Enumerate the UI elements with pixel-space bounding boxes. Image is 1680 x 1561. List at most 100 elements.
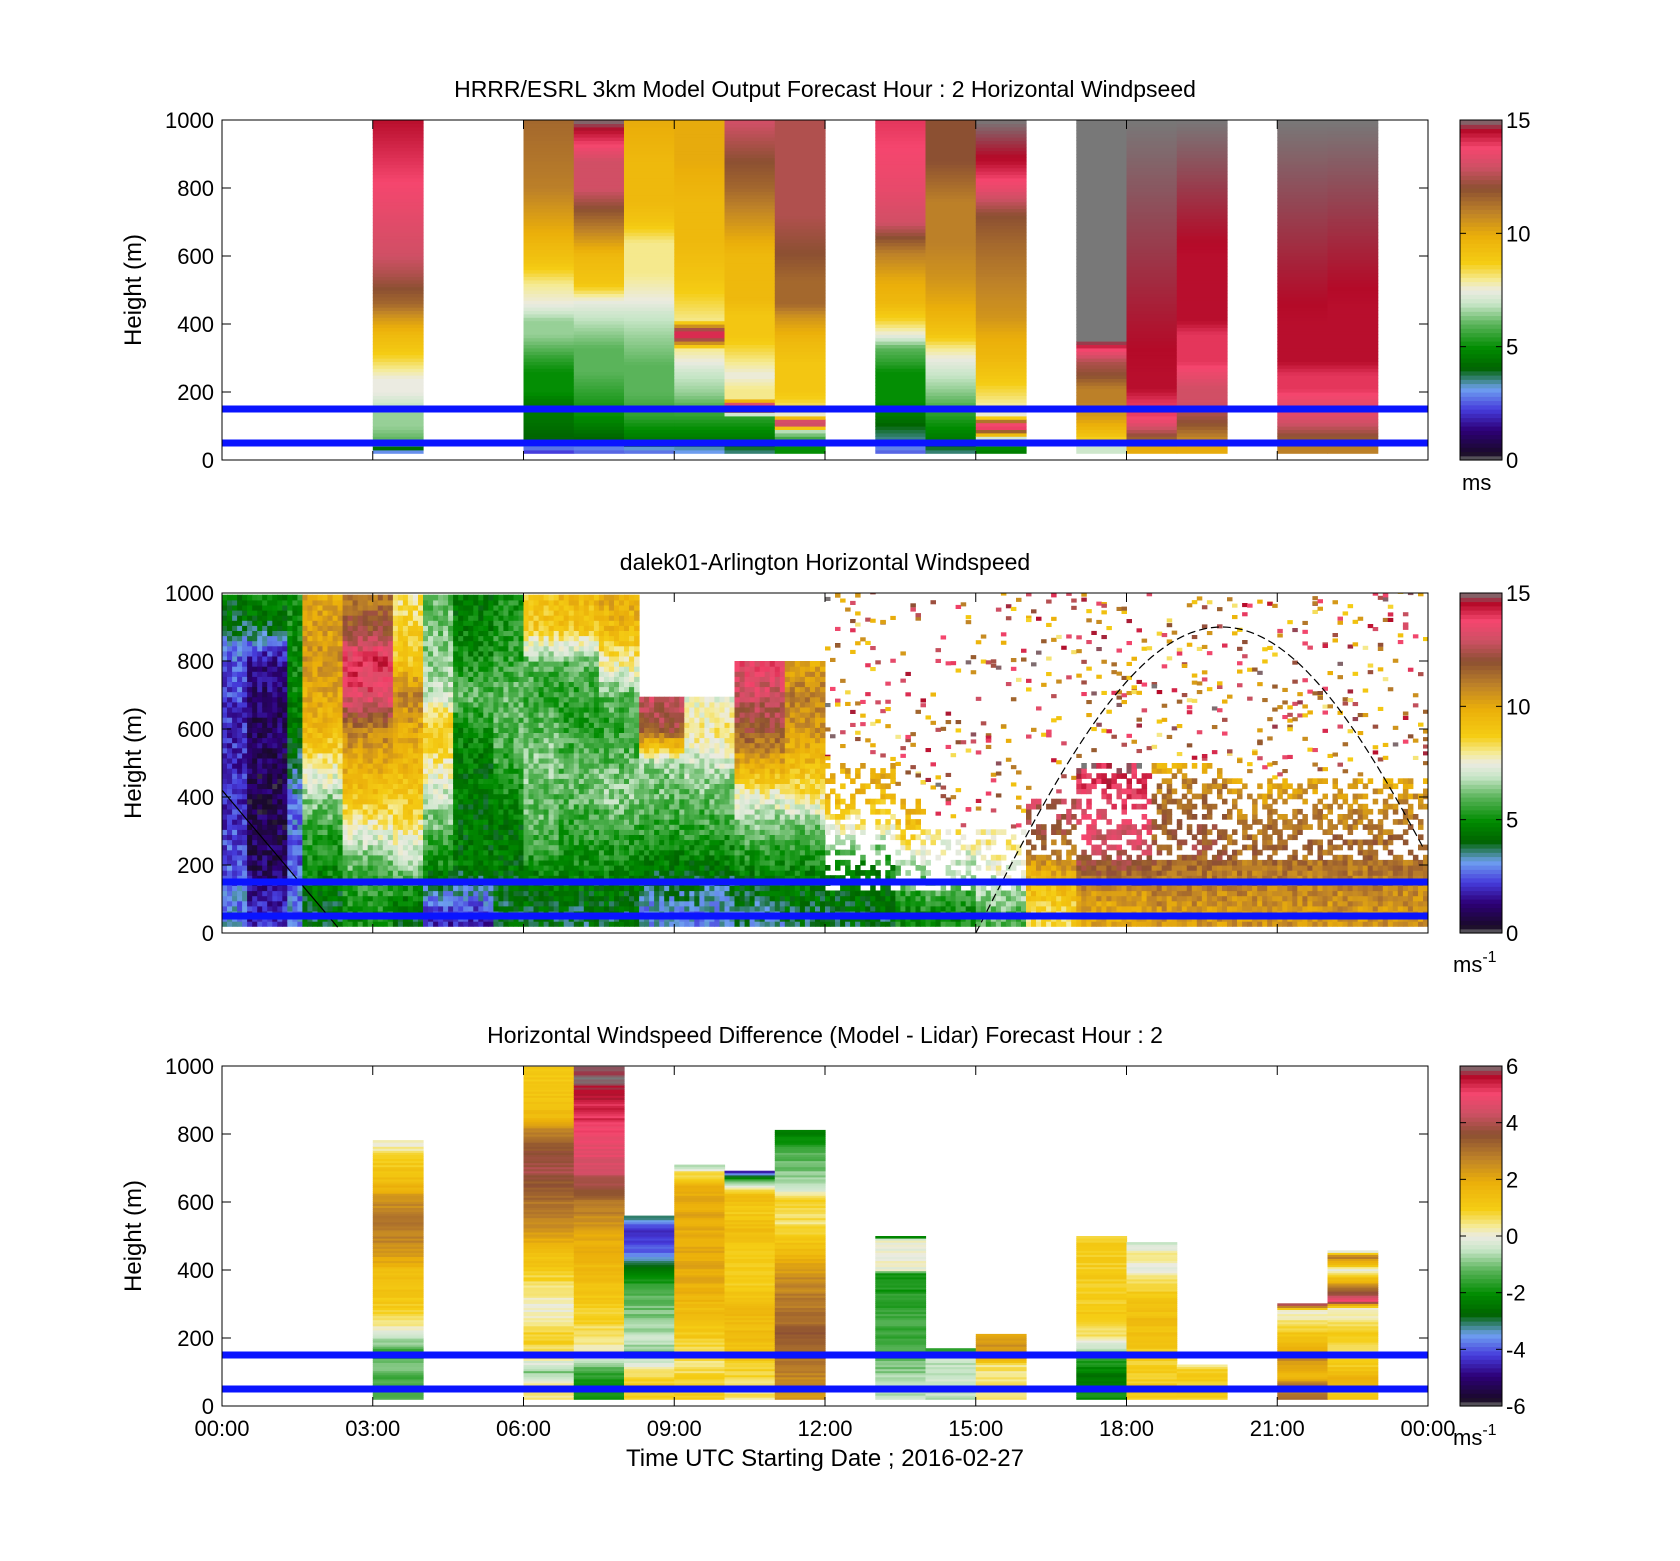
heatmap-cell [523,388,575,393]
heatmap-cell [674,140,726,145]
heatmap-cell [337,701,344,708]
heatmap-cell [307,635,313,642]
heatmap-cell [1126,307,1178,311]
heatmap-cell [774,133,826,138]
heatmap-cell [222,783,228,790]
heatmap-cell [875,133,927,138]
heatmap-cell [262,859,268,866]
heatmap-cell [347,895,354,902]
heatmap-cell [402,788,409,795]
heatmap-cell [322,793,328,800]
heatmap-cell [443,742,449,749]
heatmap-cell [463,742,469,749]
heatmap-cell [347,921,354,927]
heatmap-cell [478,681,484,688]
heatmap-cell [262,819,268,825]
heatmap-cell [724,402,776,407]
heatmap-cell [332,752,339,759]
heatmap-cell [312,905,318,912]
heatmap-cell [347,900,354,907]
heatmap-cell [458,900,464,907]
colorbar-swatch [1460,392,1502,397]
heatmap-cell [468,706,474,713]
heatmap-cell [1076,252,1128,257]
heatmap-cell [372,757,379,764]
heatmap-cell [418,905,424,912]
heatmap-cell [307,737,313,744]
heatmap-cell [392,778,399,784]
heatmap-cell [1327,449,1379,454]
heatmap-cell [227,778,233,784]
heatmap-cell [387,814,394,820]
heatmap-cell [443,635,449,642]
heatmap-cell [317,808,323,815]
heatmap-cell [975,283,1027,288]
heatmap-cell [473,717,479,723]
heatmap-cell [237,788,243,795]
heatmap-cell [372,317,424,322]
heatmap-cell [433,814,439,820]
heatmap-cell [327,788,333,795]
heatmap-cell [372,793,379,800]
heatmap-cell [262,768,268,774]
heatmap-cell [674,347,726,352]
heatmap-cell [1327,198,1379,203]
heatmap-cell [282,865,288,871]
heatmap-cell [573,317,625,322]
heatmap-cell [875,371,927,376]
heatmap-cell [317,610,323,616]
heatmap-cell [453,783,459,790]
heatmap-cell [468,773,474,779]
heatmap-cell [423,849,429,856]
heatmap-cell [402,727,409,733]
heatmap-cell [387,615,394,621]
heatmap-cell [242,630,248,637]
heatmap-cell [312,732,318,739]
heatmap-cell [1176,266,1228,271]
heatmap-cell [428,757,434,764]
heatmap-cell [382,696,389,703]
heatmap-cell [312,737,318,744]
heatmap-cell [327,747,333,754]
heatmap-cell [402,706,409,713]
heatmap-cell [473,905,479,912]
heatmap-cell [1327,354,1379,359]
heatmap-cell [387,676,394,682]
heatmap-cell [443,865,449,871]
heatmap-cell [438,865,444,871]
heatmap-cell [407,793,414,800]
heatmap-cell [337,610,344,616]
heatmap-cell [523,126,575,131]
heatmap-cell [1277,324,1329,328]
heatmap-cell [402,824,409,830]
heatmap-cell [975,344,1027,349]
heatmap-cell [297,895,303,902]
heatmap-cell [624,419,675,424]
heatmap-cell [397,681,404,688]
heatmap-cell [1277,341,1329,345]
heatmap-cell [523,188,575,192]
colorbar-swatch [1460,341,1502,346]
heatmap-cell [367,717,374,723]
heatmap-cell [1076,341,1128,345]
heatmap-cell [387,625,394,631]
heatmap-cell [327,686,333,693]
heatmap-cell [1327,324,1379,328]
heatmap-cell [237,650,243,657]
heatmap-cell [292,778,298,784]
heatmap-cell [423,808,429,815]
heatmap-cell [262,885,268,892]
heatmap-cell [875,228,927,233]
heatmap-cell [624,310,675,315]
heatmap-cell [292,854,298,861]
heatmap-cell [222,706,228,713]
heatmap-cell [392,747,399,754]
heatmap-cell [473,635,479,642]
heatmap-cell [372,803,379,810]
heatmap-cell [227,732,233,739]
heatmap-cell [975,364,1027,369]
heatmap-cell [267,717,273,723]
heatmap-cell [287,793,293,800]
heatmap-cell [267,635,273,642]
heatmap-cell [402,849,409,856]
